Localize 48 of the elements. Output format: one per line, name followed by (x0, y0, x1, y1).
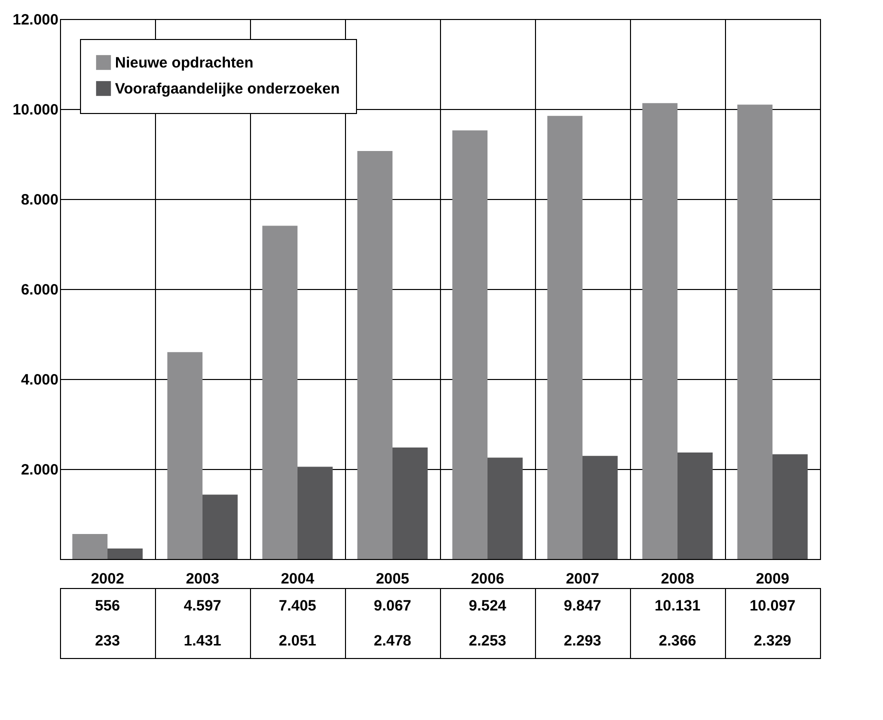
bar (452, 130, 488, 559)
x-tick-label: 2002 (90, 570, 124, 588)
bar (642, 103, 678, 559)
data-label: 2.366 (658, 632, 696, 650)
x-tick-label: 2007 (566, 570, 600, 588)
bar (72, 534, 108, 559)
data-label: 556 (94, 598, 120, 614)
y-tick-label: 10.000 (12, 102, 58, 118)
data-label: 9.067 (374, 598, 412, 614)
data-label: 4.597 (184, 598, 222, 614)
legend-label: Voorafgaandelijke onderzoeken (115, 80, 340, 98)
x-tick-label: 2005 (376, 570, 410, 588)
data-label: 2.478 (374, 632, 412, 650)
x-tick-label: 2006 (470, 570, 504, 588)
data-label: 10.097 (750, 598, 796, 614)
bar (202, 494, 238, 559)
bar (737, 104, 772, 559)
bar (167, 352, 202, 559)
data-label: 233 (94, 632, 120, 650)
data-label: 7.405 (278, 598, 316, 614)
y-tick-label: 6.000 (20, 282, 58, 298)
x-tick-label: 2003 (186, 570, 220, 588)
data-label: 2.329 (754, 632, 792, 650)
bar (392, 447, 428, 559)
bar (772, 454, 808, 559)
data-label: 1.431 (184, 632, 222, 650)
bar (357, 150, 392, 559)
data-label: 2.051 (278, 632, 316, 650)
y-tick-label: 2.000 (20, 462, 58, 478)
x-tick-label: 2009 (756, 570, 790, 588)
data-label: 2.293 (564, 632, 602, 650)
data-label: 9.847 (564, 598, 602, 614)
y-tick-label: 12.000 (12, 12, 58, 28)
bar (547, 116, 582, 559)
bar (488, 458, 523, 559)
y-tick-label: 4.000 (20, 372, 58, 388)
bar (298, 466, 333, 559)
legend-label: Nieuwe opdrachten (115, 54, 254, 72)
bar (108, 548, 143, 559)
bar (678, 452, 713, 559)
x-tick-label: 2004 (280, 570, 315, 588)
data-label: 9.524 (468, 598, 507, 614)
y-tick-label: 8.000 (20, 192, 58, 208)
bar (582, 456, 618, 559)
x-tick-label: 2008 (660, 570, 694, 588)
bar (262, 226, 298, 559)
data-label: 2.253 (468, 632, 506, 650)
data-label: 10.131 (654, 598, 700, 614)
